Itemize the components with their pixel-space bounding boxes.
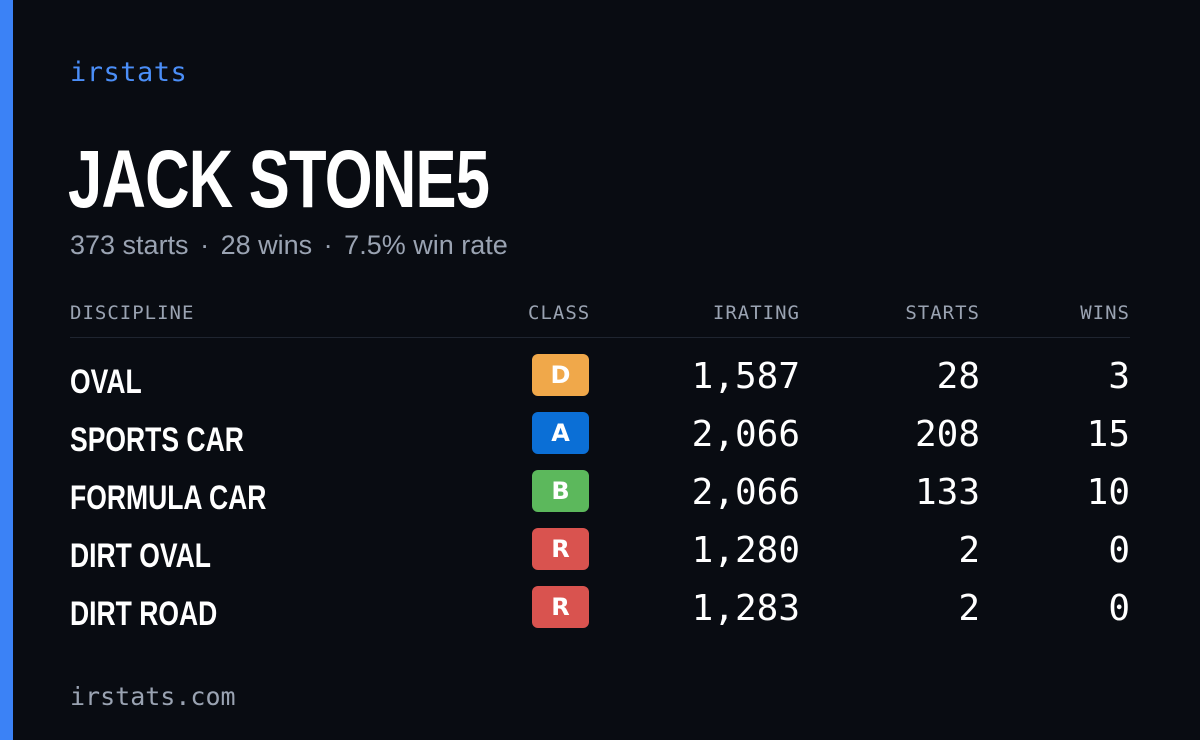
wins-value: 15 — [1086, 414, 1130, 455]
irating-value: 1,280 — [691, 530, 800, 571]
wins-value: 10 — [1086, 472, 1130, 513]
footer-url: irstats.com — [70, 682, 236, 711]
discipline-name: DIRT ROAD — [70, 595, 218, 633]
irating-value: 2,066 — [691, 472, 800, 513]
summary-starts: 373 starts — [70, 230, 189, 260]
starts-value: 28 — [936, 356, 980, 397]
header-discipline: DISCIPLINE — [70, 302, 195, 324]
irating-value: 2,066 — [691, 414, 800, 455]
discipline-name: DIRT OVAL — [70, 537, 211, 575]
class-badge: R — [532, 586, 589, 628]
irating-value: 1,587 — [691, 356, 800, 397]
header-divider — [70, 337, 1130, 338]
table-row: SPORTS CAR A 2,066 208 15 — [0, 412, 1200, 470]
summary-wins: 28 wins — [220, 230, 313, 260]
brand-logo-text: irstats — [70, 57, 188, 88]
class-badge: D — [532, 354, 589, 396]
accent-bar — [0, 0, 13, 740]
starts-value: 2 — [958, 530, 980, 571]
header-starts: STARTS — [905, 302, 980, 324]
starts-value: 133 — [914, 472, 980, 513]
class-badge: R — [532, 528, 589, 570]
starts-value: 2 — [958, 588, 980, 629]
discipline-name: OVAL — [70, 363, 142, 401]
summary-separator: · — [323, 230, 333, 260]
class-badge: B — [532, 470, 589, 512]
driver-name: JACK STONE5 — [68, 134, 490, 225]
wins-value: 0 — [1108, 530, 1130, 571]
header-irating: IRATING — [712, 302, 800, 324]
discipline-name: FORMULA CAR — [70, 479, 267, 517]
discipline-name: SPORTS CAR — [70, 421, 244, 459]
starts-value: 208 — [914, 414, 980, 455]
table-row: DIRT ROAD R 1,283 2 0 — [0, 586, 1200, 644]
summary-separator: · — [200, 230, 210, 260]
table-row: OVAL D 1,587 28 3 — [0, 354, 1200, 412]
wins-value: 3 — [1108, 356, 1130, 397]
table-row: FORMULA CAR B 2,066 133 10 — [0, 470, 1200, 528]
driver-summary: 373 starts · 28 wins · 7.5% win rate — [70, 228, 508, 262]
table-row: DIRT OVAL R 1,280 2 0 — [0, 528, 1200, 586]
irating-value: 1,283 — [691, 588, 800, 629]
wins-value: 0 — [1108, 588, 1130, 629]
summary-win-rate: 7.5% win rate — [344, 230, 508, 260]
header-class: CLASS — [528, 302, 591, 324]
class-badge: A — [532, 412, 589, 454]
header-wins: WINS — [1080, 302, 1130, 324]
